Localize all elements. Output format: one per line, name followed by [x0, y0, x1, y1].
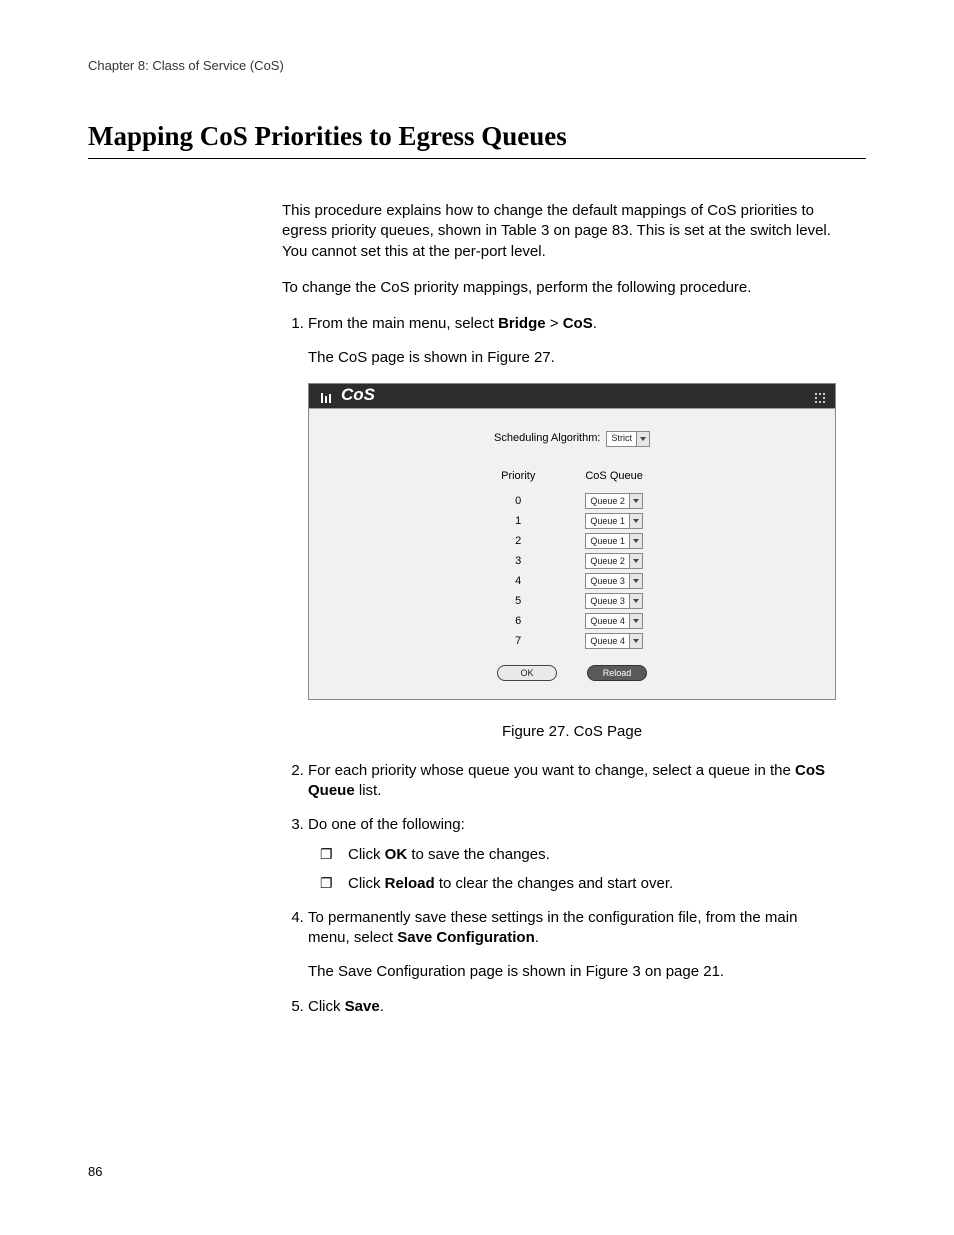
scheduling-label: Scheduling Algorithm: [494, 431, 600, 446]
queue-select[interactable]: Queue 4 [585, 633, 643, 649]
body-column: This procedure explains how to change th… [282, 201, 836, 1017]
step-4-bold: Save Configuration [397, 929, 535, 946]
step-3b-post: to clear the changes and start over. [435, 875, 673, 892]
chevron-down-icon [629, 614, 642, 628]
chevron-down-icon [629, 574, 642, 588]
priority-cell: 3 [501, 551, 535, 571]
step-5-bold: Save [345, 998, 380, 1015]
queue-select-value: Queue 1 [590, 535, 629, 547]
queue-column-header: CoS Queue [585, 469, 643, 484]
intro-paragraph-2: To change the CoS priority mappings, per… [282, 278, 836, 298]
queue-select[interactable]: Queue 1 [585, 513, 643, 529]
queue-select-value: Queue 4 [590, 635, 629, 647]
step-4: To permanently save these settings in th… [308, 908, 836, 983]
queue-select-value: Queue 1 [590, 515, 629, 527]
cos-panel: CoS Scheduling Algorithm: [308, 383, 836, 701]
panel-left-icon [319, 389, 333, 403]
step-3a-bold: OK [385, 846, 408, 863]
cos-button-row: OK Reload [472, 665, 672, 681]
queue-column: CoS Queue Queue 2 Queue 1 Queue 1 Queue 2 Qu… [585, 469, 643, 652]
figure-caption: Figure 27. CoS Page [308, 722, 836, 742]
step-2: For each priority whose queue you want t… [308, 761, 836, 802]
step-1-text-post: . [593, 315, 597, 332]
step-5-post: . [380, 998, 384, 1015]
priority-cell: 1 [501, 511, 535, 531]
queue-select[interactable]: Queue 2 [585, 493, 643, 509]
priority-cell: 6 [501, 611, 535, 631]
procedure-steps: From the main menu, select Bridge > CoS.… [282, 314, 836, 1017]
chevron-down-icon [636, 432, 649, 446]
priority-cell: 2 [501, 531, 535, 551]
queue-select-value: Queue 3 [590, 595, 629, 607]
cos-panel-title: CoS [341, 384, 375, 407]
chevron-down-icon [629, 534, 642, 548]
step-2-text-post: list. [355, 782, 382, 799]
step-5: Click Save. [308, 997, 836, 1017]
queue-select-value: Queue 3 [590, 575, 629, 587]
step-3a-pre: Click [348, 846, 385, 863]
step-3b-pre: Click [348, 875, 385, 892]
chapter-header: Chapter 8: Class of Service (CoS) [88, 58, 866, 73]
panel-right-icon [813, 389, 827, 403]
queue-select[interactable]: Queue 3 [585, 593, 643, 609]
page: Chapter 8: Class of Service (CoS) Mappin… [0, 0, 954, 1235]
section-title: Mapping CoS Priorities to Egress Queues [88, 121, 866, 159]
step-5-pre: Click [308, 998, 345, 1015]
cos-panel-header: CoS [309, 384, 835, 408]
queue-cell: Queue 1 [585, 511, 643, 531]
step-3b-bold: Reload [385, 875, 435, 892]
step-1-text-mid: > [546, 315, 563, 332]
scheduling-select[interactable]: Strict [606, 431, 650, 447]
chevron-down-icon [629, 554, 642, 568]
step-1-bold-bridge: Bridge [498, 315, 546, 332]
queue-select[interactable]: Queue 4 [585, 613, 643, 629]
step-2-text-pre: For each priority whose queue you want t… [308, 762, 795, 779]
scheduling-row: Scheduling Algorithm: Strict [472, 431, 672, 447]
queue-select-value: Queue 4 [590, 615, 629, 627]
chevron-down-icon [629, 594, 642, 608]
figure-27: CoS Scheduling Algorithm: [308, 383, 836, 701]
priority-cell: 4 [501, 571, 535, 591]
queue-cell: Queue 4 [585, 611, 643, 631]
page-number: 86 [88, 1164, 102, 1179]
queue-cell: Queue 2 [585, 491, 643, 511]
queue-select[interactable]: Queue 1 [585, 533, 643, 549]
step-1-subtext: The CoS page is shown in Figure 27. [308, 348, 836, 368]
step-1-bold-cos: CoS [563, 315, 593, 332]
intro-paragraph-1: This procedure explains how to change th… [282, 201, 836, 262]
chevron-down-icon [629, 494, 642, 508]
step-3b: Click Reload to clear the changes and st… [318, 874, 836, 894]
queue-cell: Queue 4 [585, 631, 643, 651]
step-3: Do one of the following: Click OK to sav… [308, 815, 836, 894]
priority-column-header: Priority [501, 469, 535, 484]
step-4-pre: To permanently save these settings in th… [308, 909, 797, 946]
ok-button[interactable]: OK [497, 665, 557, 681]
queue-select[interactable]: Queue 2 [585, 553, 643, 569]
chevron-down-icon [629, 634, 642, 648]
queue-cell: Queue 3 [585, 571, 643, 591]
step-3a: Click OK to save the changes. [318, 845, 836, 865]
step-4-post: . [535, 929, 539, 946]
queue-cell: Queue 3 [585, 591, 643, 611]
step-3-sublist: Click OK to save the changes. Click Relo… [318, 845, 836, 894]
step-1: From the main menu, select Bridge > CoS.… [308, 314, 836, 743]
queue-select-value: Queue 2 [590, 495, 629, 507]
priority-cell: 5 [501, 591, 535, 611]
cos-panel-body: Scheduling Algorithm: Strict Priority [309, 408, 835, 700]
priority-cell: 0 [501, 491, 535, 511]
cos-table: Priority 01234567 CoS Queue Queue 2 Queue… [472, 469, 672, 652]
queue-cell: Queue 1 [585, 531, 643, 551]
queue-cell: Queue 2 [585, 551, 643, 571]
queue-select[interactable]: Queue 3 [585, 573, 643, 589]
scheduling-value: Strict [611, 432, 636, 444]
queue-select-value: Queue 2 [590, 555, 629, 567]
step-4-subtext: The Save Configuration page is shown in … [308, 962, 836, 982]
step-3-text: Do one of the following: [308, 816, 465, 833]
step-1-text-pre: From the main menu, select [308, 315, 498, 332]
priority-cell: 7 [501, 631, 535, 651]
reload-button[interactable]: Reload [587, 665, 647, 681]
priority-column: Priority 01234567 [501, 469, 535, 652]
chevron-down-icon [629, 514, 642, 528]
step-3a-post: to save the changes. [407, 846, 550, 863]
